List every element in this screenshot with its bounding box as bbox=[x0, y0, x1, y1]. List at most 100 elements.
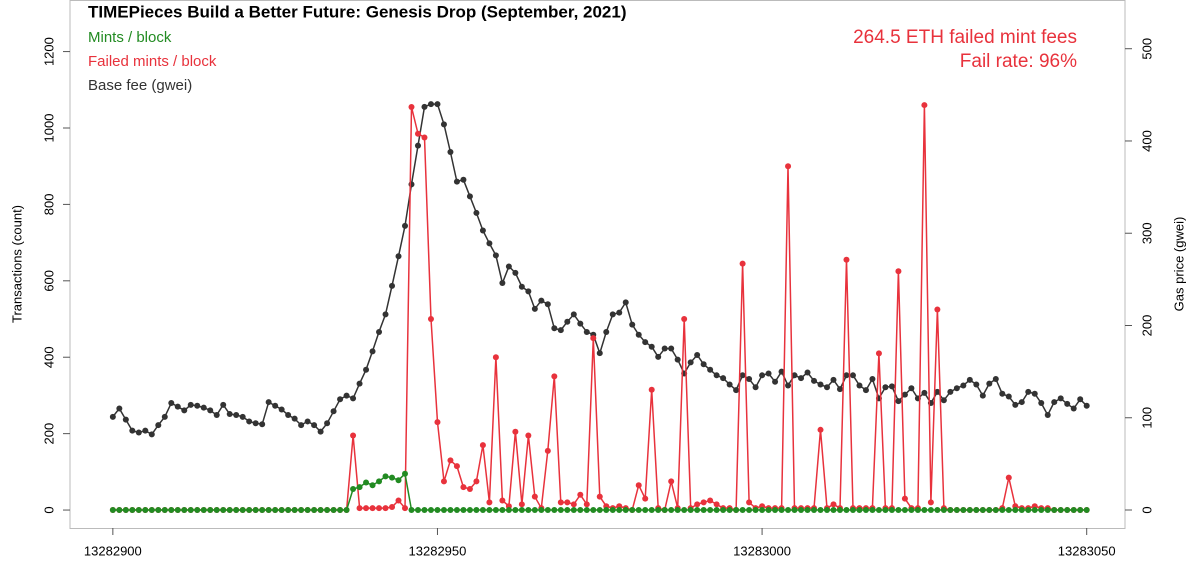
data-point bbox=[629, 321, 636, 328]
data-point bbox=[434, 101, 441, 108]
data-point bbox=[817, 426, 824, 433]
data-point bbox=[953, 385, 960, 392]
data-point bbox=[921, 507, 928, 514]
y-tick-label: 600 bbox=[41, 270, 56, 292]
data-point bbox=[746, 376, 753, 383]
y2-tick-label: 100 bbox=[1139, 407, 1154, 429]
data-point bbox=[512, 269, 519, 276]
data-point bbox=[414, 142, 421, 149]
data-point bbox=[953, 507, 960, 514]
data-point bbox=[609, 507, 616, 514]
data-point bbox=[466, 486, 473, 493]
data-point bbox=[772, 507, 779, 514]
data-point bbox=[142, 507, 149, 514]
data-point bbox=[155, 422, 162, 429]
data-point bbox=[473, 478, 480, 485]
data-point bbox=[596, 507, 603, 514]
data-point bbox=[765, 370, 772, 377]
data-point bbox=[1012, 401, 1019, 408]
data-point bbox=[849, 372, 856, 379]
data-point bbox=[369, 482, 376, 489]
data-point bbox=[700, 499, 707, 506]
legend-entry: Base fee (gwei) bbox=[88, 77, 192, 94]
data-point bbox=[603, 328, 610, 335]
data-point bbox=[642, 495, 649, 502]
data-point bbox=[694, 352, 701, 359]
data-point bbox=[148, 507, 155, 514]
y-tick-label: 0 bbox=[41, 506, 56, 513]
data-point bbox=[668, 478, 675, 485]
data-point bbox=[1018, 399, 1025, 406]
data-point bbox=[363, 366, 370, 373]
x-tick-label: 13282950 bbox=[409, 543, 467, 558]
data-point bbox=[427, 316, 434, 323]
data-point bbox=[551, 373, 558, 380]
data-point bbox=[824, 507, 831, 514]
data-point bbox=[726, 381, 733, 388]
data-point bbox=[200, 404, 207, 411]
data-point bbox=[590, 507, 597, 514]
data-point bbox=[648, 507, 655, 514]
data-point bbox=[726, 507, 733, 514]
data-point bbox=[453, 463, 460, 470]
data-point bbox=[453, 178, 460, 185]
data-point bbox=[220, 401, 227, 408]
data-point bbox=[973, 507, 980, 514]
data-point bbox=[259, 507, 266, 514]
data-point bbox=[414, 130, 421, 137]
data-point bbox=[713, 507, 720, 514]
data-point bbox=[518, 507, 525, 514]
data-point bbox=[395, 477, 402, 484]
data-point bbox=[992, 376, 999, 383]
data-point bbox=[674, 356, 681, 363]
data-point bbox=[376, 328, 383, 335]
annotation: Fail rate: 96% bbox=[960, 51, 1077, 72]
data-point bbox=[460, 507, 467, 514]
data-point bbox=[421, 134, 428, 141]
data-point bbox=[505, 263, 512, 270]
data-point bbox=[369, 505, 376, 512]
data-point bbox=[181, 407, 188, 414]
data-point bbox=[1070, 507, 1077, 514]
data-point bbox=[168, 399, 175, 406]
data-point bbox=[135, 507, 142, 514]
data-point bbox=[272, 402, 279, 409]
data-point bbox=[440, 507, 447, 514]
data-point bbox=[616, 309, 623, 316]
data-point bbox=[1005, 474, 1012, 481]
data-point bbox=[869, 376, 876, 383]
data-point bbox=[661, 345, 668, 352]
data-point bbox=[583, 328, 590, 335]
data-point bbox=[402, 222, 409, 229]
data-point bbox=[155, 507, 162, 514]
data-point bbox=[278, 507, 285, 514]
data-point bbox=[830, 501, 837, 508]
data-point bbox=[161, 507, 168, 514]
data-point bbox=[590, 335, 597, 342]
data-point bbox=[746, 507, 753, 514]
data-point bbox=[330, 408, 337, 415]
data-point bbox=[603, 507, 610, 514]
data-point bbox=[116, 507, 123, 514]
data-point bbox=[486, 240, 493, 247]
data-point bbox=[687, 359, 694, 366]
data-point bbox=[1044, 411, 1051, 418]
data-point bbox=[778, 368, 785, 375]
data-point bbox=[356, 505, 363, 512]
data-point bbox=[246, 507, 253, 514]
data-point bbox=[849, 507, 856, 514]
data-point bbox=[862, 387, 869, 394]
data-point bbox=[882, 507, 889, 514]
data-point bbox=[492, 507, 499, 514]
data-point bbox=[512, 428, 519, 435]
data-point bbox=[207, 407, 214, 414]
data-point bbox=[629, 507, 636, 514]
data-point bbox=[161, 413, 168, 420]
data-point bbox=[350, 395, 357, 402]
data-point bbox=[765, 507, 772, 514]
data-point bbox=[311, 422, 318, 429]
data-point bbox=[564, 499, 571, 506]
data-point bbox=[817, 381, 824, 388]
data-point bbox=[1057, 395, 1064, 402]
data-point bbox=[402, 505, 409, 512]
